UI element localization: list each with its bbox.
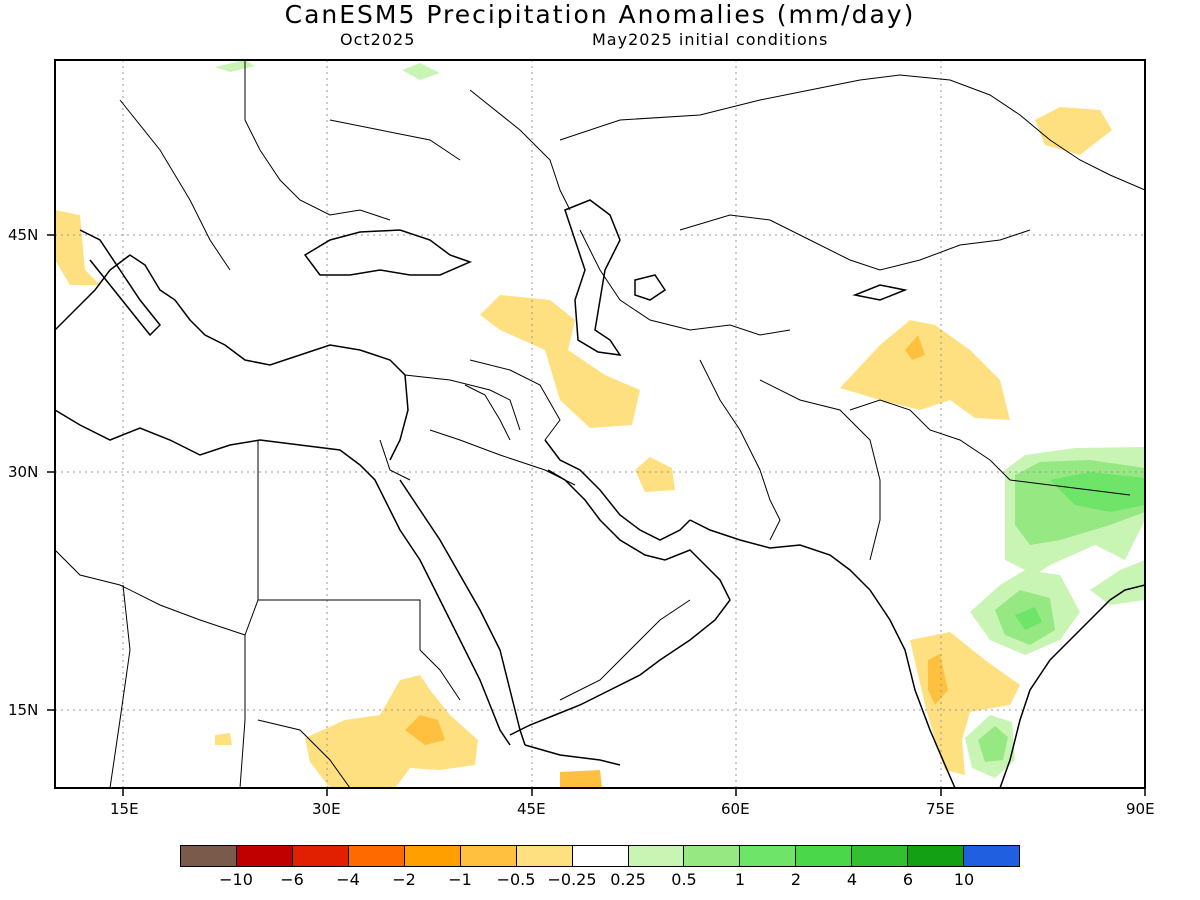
lon-label-90e: 90E bbox=[1126, 800, 1155, 818]
tick-marks bbox=[47, 234, 1146, 796]
wet-core-central-india bbox=[1015, 607, 1042, 630]
colorbar-swatch bbox=[852, 846, 909, 866]
colorbar-label: 0.25 bbox=[610, 870, 646, 889]
map-title: CanESM5 Precipitation Anomalies (mm/day) bbox=[284, 0, 916, 29]
dry-patch-chad bbox=[215, 733, 232, 745]
coastlines bbox=[55, 199, 1145, 788]
colorbar-label: −6 bbox=[280, 870, 304, 889]
lon-label-45e: 45E bbox=[517, 800, 546, 818]
colorbar-swatch bbox=[796, 846, 853, 866]
dry-region-caucasus-iran bbox=[480, 295, 640, 428]
lon-label-75e: 75E bbox=[926, 800, 955, 818]
lat-label-45n: 45N bbox=[8, 226, 39, 244]
map-frame bbox=[54, 59, 1146, 789]
colorbar-swatch bbox=[236, 846, 293, 866]
dry-patch-somalia bbox=[560, 770, 602, 788]
lon-label-30e: 30E bbox=[312, 800, 341, 818]
colorbar-label: 1 bbox=[734, 870, 746, 889]
colorbar-swatch bbox=[684, 846, 741, 866]
colorbar-label: −0.25 bbox=[547, 870, 597, 889]
colorbar-swatch bbox=[516, 846, 573, 866]
colorbar-label: 2 bbox=[790, 870, 802, 889]
lat-label-15n: 15N bbox=[8, 701, 39, 719]
lat-label-30n: 30N bbox=[8, 463, 39, 481]
colorbar-swatch bbox=[181, 846, 237, 866]
dry-patch-altai bbox=[1035, 107, 1112, 155]
lon-label-15e: 15E bbox=[110, 800, 139, 818]
dry-core-ethiopia bbox=[405, 715, 445, 745]
colorbar-label: 6 bbox=[902, 870, 914, 889]
wet-patch-russia bbox=[402, 63, 440, 80]
lon-label-60e: 60E bbox=[721, 800, 750, 818]
colorbar-label: −2 bbox=[392, 870, 416, 889]
colorbar-swatch bbox=[292, 846, 349, 866]
wet-core-himalaya bbox=[1050, 472, 1145, 512]
colorbar-label: 10 bbox=[953, 870, 975, 889]
valid-month-label: Oct2025 bbox=[340, 30, 416, 49]
wet-region-bengal bbox=[1090, 560, 1145, 605]
colorbar-swatch bbox=[460, 846, 517, 866]
dry-region-kashmir bbox=[840, 320, 1010, 420]
colorbar-swatch bbox=[964, 846, 1020, 866]
colorbar-label: 4 bbox=[846, 870, 858, 889]
dry-patch-gulf bbox=[635, 457, 675, 492]
colorbar-label: −4 bbox=[336, 870, 360, 889]
colorbar-swatch bbox=[348, 846, 405, 866]
colorbar-label: −10 bbox=[219, 870, 253, 889]
dry-core-kashmir bbox=[905, 335, 925, 360]
colorbar-swatch bbox=[740, 846, 797, 866]
colorbar-label: 0.5 bbox=[671, 870, 697, 889]
colorbar-label: −0.5 bbox=[496, 870, 536, 889]
colorbar-swatch bbox=[628, 846, 685, 866]
dry-core-western-ghats bbox=[928, 654, 948, 705]
colorbar-swatch bbox=[572, 846, 629, 866]
colorbar-label: −1 bbox=[448, 870, 472, 889]
dry-region-ethiopia-sudan bbox=[305, 675, 478, 788]
colorbar-swatch bbox=[404, 846, 461, 866]
graticule bbox=[55, 60, 1145, 788]
country-borders bbox=[55, 60, 1145, 788]
dry-patch-italy bbox=[55, 210, 100, 285]
colorbar bbox=[180, 845, 1020, 867]
wet-core-tamilnadu bbox=[978, 726, 1008, 762]
initial-conditions-label: May2025 initial conditions bbox=[592, 30, 829, 49]
anomaly-shading bbox=[55, 60, 1145, 788]
wet-patch-nw bbox=[215, 60, 255, 72]
colorbar-swatch bbox=[908, 846, 965, 866]
